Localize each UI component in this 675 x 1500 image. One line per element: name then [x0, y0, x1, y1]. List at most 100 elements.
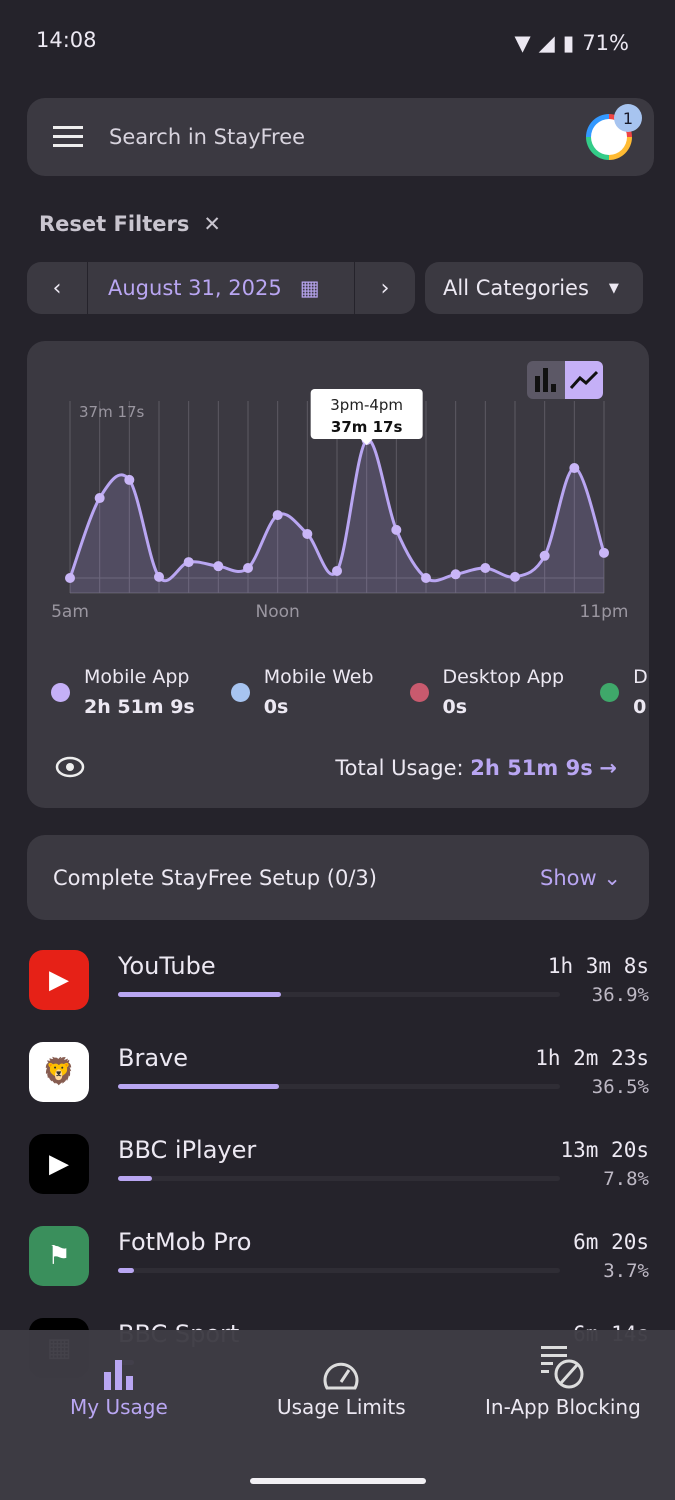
setup-banner[interactable]: Complete StayFree Setup (0/3) Show ⌄: [27, 835, 649, 920]
show-button[interactable]: Show ⌄: [540, 866, 621, 890]
legend-label: D: [633, 666, 648, 688]
bar-chart-icon: [535, 368, 556, 392]
chevron-down-icon: ⌄: [603, 865, 621, 890]
data-point: [569, 463, 580, 474]
app-row[interactable]: ▶ BBC iPlayer 13m 20s 7.8%: [29, 1134, 649, 1196]
arrow-right-icon: →: [599, 756, 617, 780]
legend-value: 0s: [442, 696, 468, 718]
usage-chart-card: 37m 17s 5am Noon 11pm 3pm-4pm 37m 17s Mobile …: [27, 341, 649, 808]
reset-filters-button[interactable]: Reset Filters ✕: [39, 212, 221, 236]
search-bar[interactable]: Search in StayFree 1: [27, 98, 654, 176]
app-row[interactable]: 🦁 Brave 1h 2m 23s 36.5%: [29, 1042, 649, 1104]
data-point: [510, 571, 520, 582]
usage-line-chart[interactable]: 37m 17s 5am Noon 11pm 3pm-4pm 37m 17s: [27, 341, 649, 631]
legend-dot: [230, 682, 250, 702]
date-label: August 31, 2025: [108, 276, 282, 300]
speedometer-icon: [323, 1362, 359, 1390]
legend-label: Desktop App: [442, 666, 565, 688]
battery-level: 71%: [582, 31, 629, 55]
wifi-icon: ▼: [514, 31, 531, 55]
avatar[interactable]: 1: [586, 104, 642, 160]
app-icon: ⚑: [29, 1226, 89, 1286]
data-point: [65, 573, 75, 583]
tab-label: My Usage: [70, 1395, 168, 1419]
app-icon: ▶: [29, 1134, 89, 1194]
legend-value: 0s: [263, 696, 289, 718]
data-point: [480, 563, 491, 574]
search-input[interactable]: Search in StayFree: [109, 125, 306, 149]
category-dropdown[interactable]: All Categories ▼: [425, 262, 643, 314]
data-point: [243, 563, 253, 574]
x-tick-label: 11pm: [580, 602, 629, 622]
x-tick-label: Noon: [256, 602, 300, 622]
previous-day-button[interactable]: ‹: [52, 275, 62, 301]
app-name: YouTube: [118, 952, 216, 980]
y-max-label: 37m 17s: [79, 403, 145, 421]
dropdown-arrow-icon: ▼: [608, 280, 619, 296]
data-point: [124, 474, 135, 485]
notification-badge: 1: [614, 104, 642, 132]
legend-dot: [409, 682, 429, 702]
app-name: Brave: [118, 1044, 189, 1072]
legend-value: 0: [633, 696, 647, 718]
category-label: All Categories: [443, 276, 589, 300]
legend: Mobile App 2h 51m 9s Mobile Web 0s Desktop A…: [51, 666, 648, 718]
date-picker: ‹ August 31, 2025 ▦ ›: [27, 262, 415, 314]
data-point: [183, 557, 194, 568]
bar-chart-icon: [103, 1360, 133, 1390]
line-chart-toggle[interactable]: [565, 361, 603, 399]
data-point: [272, 510, 283, 521]
tab-usage-limits[interactable]: Usage Limits: [277, 1360, 406, 1419]
clock: 14:08: [36, 28, 97, 52]
total-value: 2h 51m 9s: [470, 756, 593, 780]
date-button[interactable]: August 31, 2025 ▦: [87, 262, 355, 314]
legend-item[interactable]: Mobile App 2h 51m 9s: [51, 666, 195, 718]
app-icon: 🦁: [29, 1042, 89, 1102]
menu-icon[interactable]: [53, 126, 83, 148]
app-percent: 7.8%: [603, 1168, 649, 1190]
app-time: 6m 20s: [573, 1230, 649, 1254]
data-point: [213, 561, 224, 572]
data-point: [94, 493, 105, 504]
app-icon: ▶: [29, 950, 89, 1010]
close-icon: ✕: [203, 212, 221, 236]
usage-bar: [118, 1268, 560, 1273]
bar-chart-toggle[interactable]: [527, 361, 565, 399]
total-usage-link[interactable]: Total Usage: 2h 51m 9s →: [335, 756, 617, 780]
tab-my-usage[interactable]: My Usage: [70, 1360, 168, 1419]
eye-icon[interactable]: [55, 756, 85, 778]
legend-dot: [600, 682, 620, 702]
usage-bar: [118, 1176, 560, 1181]
app-percent: 36.5%: [591, 1076, 649, 1098]
app-name: FotMob Pro: [118, 1228, 252, 1256]
data-point: [302, 528, 313, 539]
block-list-icon: [540, 1346, 584, 1389]
app-row[interactable]: ⚑ FotMob Pro 6m 20s 3.7%: [29, 1226, 649, 1288]
tooltip-pointer: [360, 439, 373, 445]
show-label: Show: [540, 865, 597, 890]
legend-label: Mobile App: [84, 666, 190, 688]
next-day-button[interactable]: ›: [380, 275, 390, 301]
line-chart-icon: [570, 370, 598, 390]
data-point: [599, 547, 609, 558]
data-point: [391, 524, 402, 535]
app-name: BBC iPlayer: [118, 1136, 257, 1164]
app-row[interactable]: ▶ YouTube 1h 3m 8s 36.9%: [29, 950, 649, 1012]
app-time: 1h 3m 8s: [547, 954, 649, 978]
x-tick-label: 5am: [51, 602, 89, 622]
app-time: 13m 20s: [560, 1138, 649, 1162]
chart-type-toggle: [527, 361, 603, 399]
home-indicator[interactable]: [250, 1478, 426, 1484]
legend-item[interactable]: Mobile Web 0s: [230, 666, 374, 718]
legend-item[interactable]: Desktop App 0s: [409, 666, 565, 718]
tooltip-value: 37m 17s: [331, 418, 403, 436]
app-time: 1h 2m 23s: [535, 1046, 649, 1070]
reset-filters-label: Reset Filters: [39, 212, 190, 236]
tab-in-app-blocking[interactable]: In-App Blocking: [485, 1346, 641, 1419]
data-point: [332, 565, 342, 576]
app-percent: 3.7%: [603, 1260, 649, 1282]
area-fill: [70, 439, 604, 593]
usage-bar: [118, 992, 560, 997]
battery-icon: ▮: [562, 31, 575, 55]
